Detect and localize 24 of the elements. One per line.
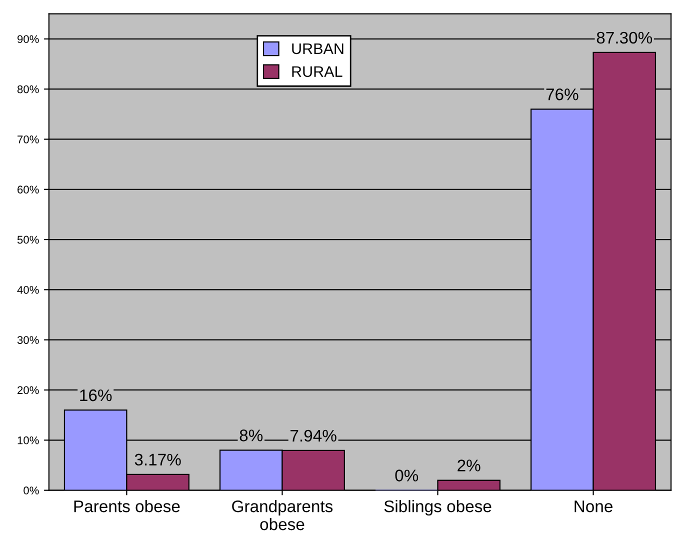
x-tick-label: Parents obese — [74, 500, 180, 512]
x-tick-label: Grandparents obese — [232, 500, 333, 530]
y-tick-label: 80% — [17, 85, 39, 94]
y-tick-label: 0% — [24, 486, 39, 494]
data-label: 16% — [80, 389, 112, 402]
data-label: 3.17% — [134, 454, 181, 466]
y-tick-label: 30% — [17, 336, 39, 344]
y-tick-label: 20% — [18, 386, 39, 394]
y-tick-label: 60% — [18, 186, 39, 194]
data-label: 8% — [240, 430, 263, 442]
y-tick-label: 50% — [17, 236, 39, 244]
x-tick-label: None — [574, 500, 612, 512]
legend-label: URBAN — [292, 43, 344, 54]
y-tick-label: 90% — [17, 35, 39, 44]
x-tick-label: Siblings obese — [384, 500, 492, 516]
data-label: 7.94% — [290, 430, 336, 442]
legend-label: RURAL — [292, 66, 342, 77]
y-tick-label: 70% — [18, 135, 39, 144]
data-label: 0% — [395, 470, 418, 482]
y-tick-label: 10% — [18, 436, 39, 444]
data-label: 87.30% — [596, 32, 652, 44]
y-tick-label: 40% — [17, 286, 39, 294]
data-label: 2% — [458, 460, 480, 472]
data-label: 76% — [546, 88, 578, 100]
